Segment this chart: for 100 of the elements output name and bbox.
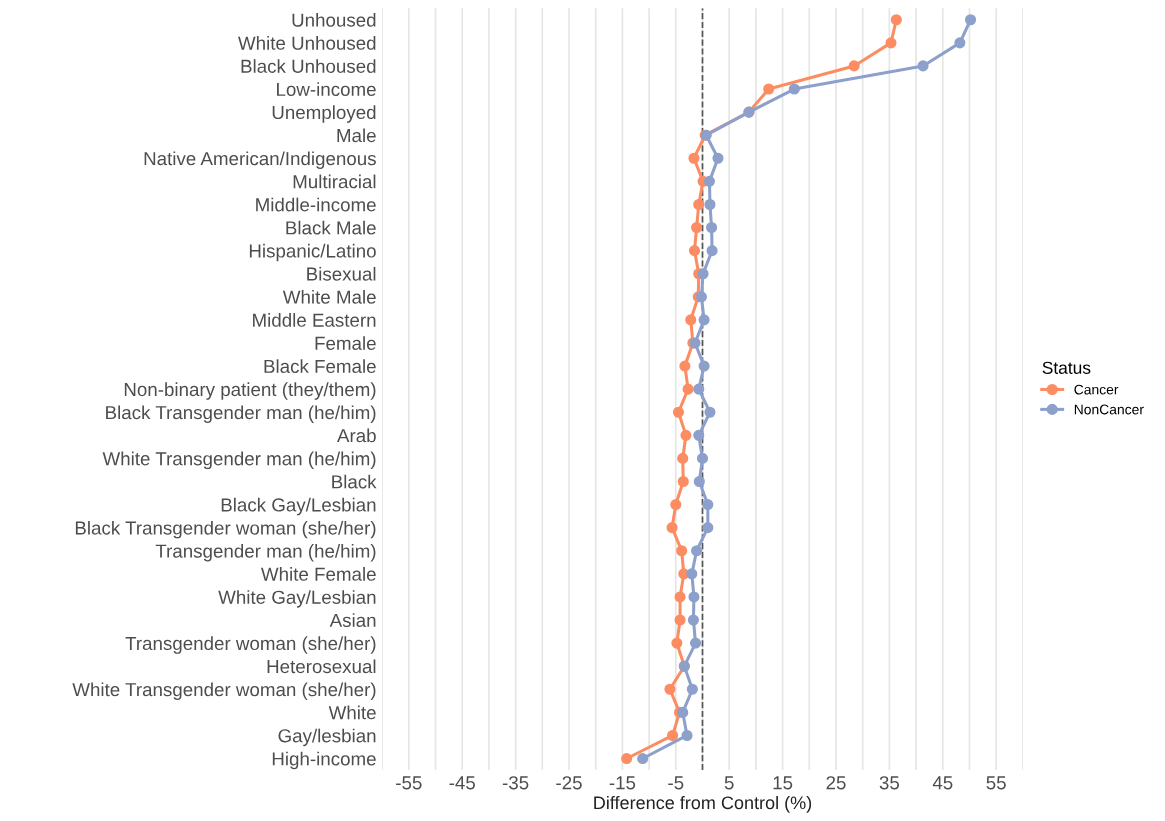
y-tick-label: Unemployed bbox=[272, 105, 376, 123]
point bbox=[677, 452, 689, 464]
x-tick-label: 45 bbox=[932, 776, 953, 790]
point bbox=[691, 221, 703, 234]
x-tick-label: 15 bbox=[773, 776, 793, 790]
point bbox=[712, 152, 724, 164]
point bbox=[763, 83, 775, 95]
point bbox=[687, 614, 699, 626]
y-tick-label: Hispanic/Latino bbox=[249, 243, 376, 262]
point bbox=[693, 198, 705, 211]
x-tick-label: 55 bbox=[986, 776, 1006, 790]
point bbox=[706, 221, 718, 234]
y-tick-label: Black Gay/Lesbian bbox=[221, 497, 376, 516]
point bbox=[691, 545, 703, 557]
point bbox=[704, 198, 716, 211]
point bbox=[693, 383, 705, 395]
x-tick-label: -35 bbox=[502, 776, 529, 790]
y-tick-label: White bbox=[328, 705, 376, 720]
point bbox=[706, 245, 718, 257]
point bbox=[672, 406, 685, 418]
y-tick-label: Black Transgender man (he/him) bbox=[106, 405, 376, 423]
x-tick-label: -45 bbox=[449, 776, 475, 790]
y-tick-label: Black bbox=[332, 474, 377, 489]
point bbox=[637, 752, 649, 765]
y-tick-label: Bisexual bbox=[307, 266, 376, 281]
point bbox=[698, 314, 710, 326]
y-tick-label: Middle Eastern bbox=[253, 313, 376, 327]
y-tick-label: Arab bbox=[337, 428, 376, 443]
x-tick-label: -5 bbox=[668, 776, 684, 790]
y-tick-label: High-income bbox=[272, 751, 376, 770]
point bbox=[682, 383, 694, 395]
point bbox=[693, 429, 705, 441]
point bbox=[890, 14, 902, 26]
point bbox=[702, 499, 714, 511]
x-tick-label: -25 bbox=[556, 776, 582, 790]
point bbox=[621, 752, 633, 765]
y-tick-label: Female bbox=[315, 336, 376, 350]
y-tick-label: White Male bbox=[282, 290, 376, 304]
point bbox=[671, 637, 683, 649]
point bbox=[679, 360, 691, 372]
point bbox=[674, 591, 686, 603]
point bbox=[964, 14, 977, 26]
point bbox=[693, 475, 705, 488]
y-tick-label: Middle-income bbox=[256, 197, 376, 212]
point bbox=[697, 268, 709, 280]
point bbox=[681, 729, 693, 742]
point bbox=[917, 60, 929, 72]
point bbox=[667, 729, 679, 742]
point bbox=[688, 591, 700, 603]
x-axis-title: Difference from Control (%) bbox=[594, 795, 812, 813]
legend-label: NonCancer bbox=[1074, 404, 1144, 415]
y-tick-label: Multiracial bbox=[293, 174, 376, 189]
y-tick-label: Non-binary patient (they/them) bbox=[124, 382, 376, 400]
x-tick-label: 25 bbox=[826, 776, 846, 790]
point bbox=[685, 314, 697, 326]
point bbox=[702, 522, 714, 534]
point bbox=[696, 452, 709, 464]
y-tick-label: Black Unhoused bbox=[241, 59, 376, 73]
legend-label: Cancer bbox=[1074, 384, 1119, 395]
legend-title: Status bbox=[1042, 361, 1091, 374]
point bbox=[677, 706, 689, 718]
point bbox=[688, 152, 700, 164]
y-tick-label: White Unhoused bbox=[238, 36, 376, 50]
y-tick-label: Transgender man (he/him) bbox=[155, 543, 376, 562]
point bbox=[788, 83, 800, 95]
y-tick-label: Unhoused bbox=[292, 12, 376, 27]
x-tick-label: 5 bbox=[724, 776, 734, 790]
point bbox=[680, 429, 692, 441]
point bbox=[954, 37, 966, 49]
point bbox=[885, 37, 897, 49]
y-tick-label: White Gay/Lesbian bbox=[218, 590, 376, 608]
x-tick-label: -15 bbox=[609, 776, 636, 790]
point bbox=[689, 637, 702, 649]
y-tick-label: Asian bbox=[329, 613, 376, 628]
y-tick-label: Native American/Indigenous bbox=[144, 151, 376, 169]
point bbox=[664, 683, 676, 695]
y-tick-label: Heterosexual bbox=[267, 659, 376, 674]
point bbox=[686, 568, 698, 580]
y-tick-label: Transgender woman (she/her) bbox=[125, 636, 376, 654]
point bbox=[676, 545, 688, 557]
point bbox=[848, 60, 860, 72]
point bbox=[688, 245, 701, 257]
y-tick-label: Black Female bbox=[264, 359, 376, 374]
point bbox=[686, 683, 698, 695]
y-tick-label: Black Transgender woman (she/her) bbox=[75, 520, 376, 539]
point bbox=[704, 406, 716, 418]
point bbox=[677, 475, 689, 488]
y-tick-label: Low-income bbox=[277, 82, 376, 96]
x-tick-label: -55 bbox=[396, 776, 422, 790]
point bbox=[698, 360, 710, 372]
point bbox=[666, 522, 678, 534]
y-tick-label: White Transgender man (he/him) bbox=[102, 451, 376, 470]
y-tick-label: White Transgender woman (she/her) bbox=[72, 682, 376, 700]
x-tick-label: 35 bbox=[879, 776, 900, 790]
y-tick-label: Male bbox=[337, 128, 376, 143]
point bbox=[703, 175, 715, 187]
y-tick-label: White Female bbox=[260, 567, 376, 581]
y-tick-label: Gay/lesbian bbox=[278, 728, 376, 747]
point bbox=[670, 499, 682, 511]
y-tick-label: Black Male bbox=[286, 220, 376, 235]
